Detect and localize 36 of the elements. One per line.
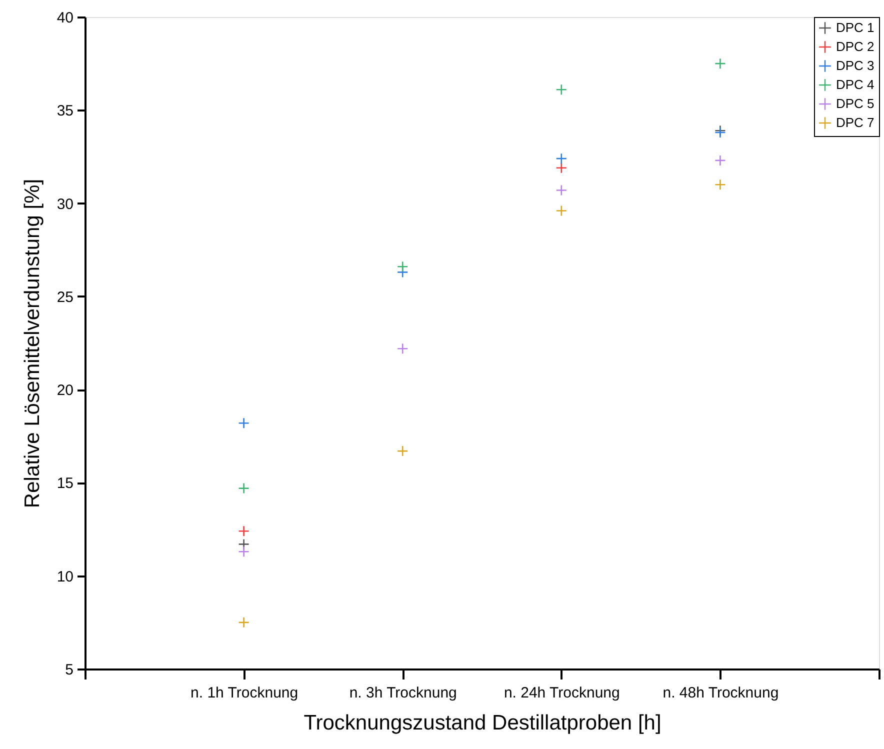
- point: [238, 616, 250, 628]
- point: [238, 482, 250, 494]
- legend-label: DPC 4: [836, 77, 874, 92]
- point: [714, 179, 726, 190]
- y-tick-label: 10: [56, 568, 74, 586]
- y-tick-label: 30: [56, 196, 74, 213]
- point: [714, 154, 726, 166]
- x-axis-title: Trocknungszustand Destillatproben [h]: [304, 712, 662, 734]
- legend-label: DPC 2: [836, 39, 874, 54]
- legend-label: DPC 7: [836, 115, 874, 130]
- point: [556, 162, 568, 174]
- x-tick-label: n. 48h Trocknung: [662, 684, 779, 702]
- point: [238, 417, 250, 429]
- point: [396, 445, 408, 457]
- x-tick-label: n. 24h Trocknung: [504, 684, 620, 702]
- legend-label: DPC 3: [836, 58, 874, 73]
- y-tick-label: 35: [56, 102, 74, 120]
- point: [556, 152, 568, 164]
- y-tick-label: 20: [56, 382, 74, 400]
- x-tick-label: n. 1h Trocknung: [190, 684, 298, 702]
- y-tick-label: 15: [56, 475, 74, 492]
- x-tick-label: n. 3h Trocknung: [349, 684, 457, 702]
- point: [714, 58, 726, 70]
- point: [238, 546, 250, 558]
- point: [396, 342, 408, 354]
- y-tick-label: 5: [65, 662, 74, 678]
- legend-label: DPC 5: [836, 96, 874, 111]
- point: [556, 84, 568, 96]
- y-tick-label: 40: [56, 10, 74, 26]
- point: [396, 260, 408, 272]
- point: [556, 205, 568, 216]
- point: [238, 526, 250, 537]
- legend-label: DPC 1: [836, 20, 874, 35]
- y-axis-title: Relative Lösemittelverdunstung [%]: [20, 178, 44, 508]
- y-tick-label: 25: [56, 288, 74, 306]
- point: [556, 184, 568, 196]
